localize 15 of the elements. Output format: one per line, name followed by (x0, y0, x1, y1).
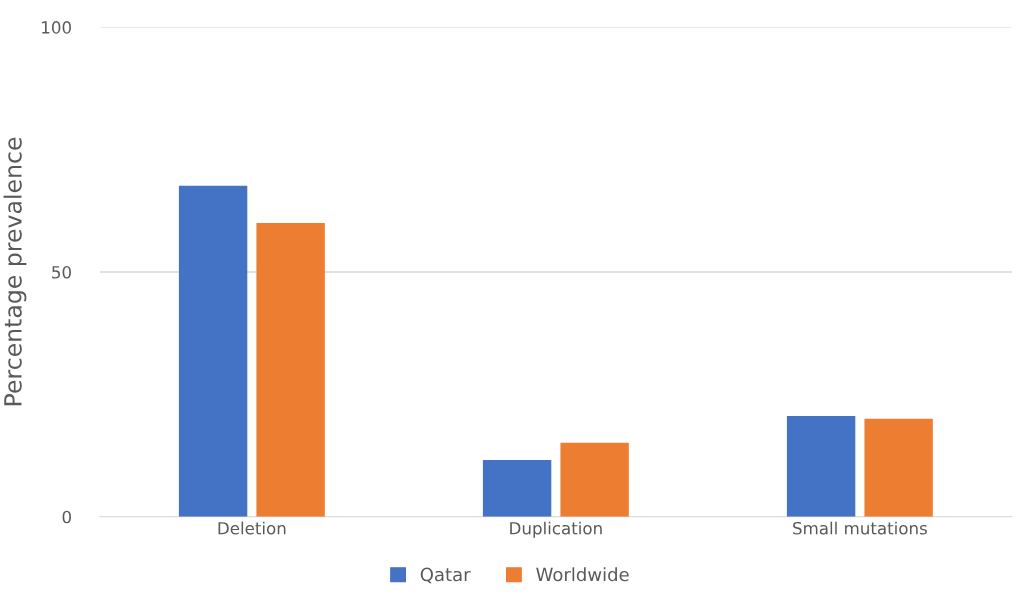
x-tick-label: Small mutations (793, 521, 927, 535)
legend-label: Qatar (420, 567, 471, 584)
bar (560, 442, 629, 517)
bar (864, 418, 933, 517)
y-tick-label: 0 (62, 510, 71, 524)
bar (482, 459, 552, 517)
x-tick-label: Duplication (510, 521, 602, 538)
bar (256, 222, 325, 517)
y-axis-title: Percentage prevalence (3, 137, 27, 406)
bar (178, 185, 248, 517)
y-tick-label: 50 (52, 265, 71, 279)
legend-label: Worldwide (536, 567, 629, 582)
y-tick-label: 100 (42, 21, 71, 34)
bar (786, 415, 856, 517)
x-tick-label: Deletion (218, 521, 286, 535)
